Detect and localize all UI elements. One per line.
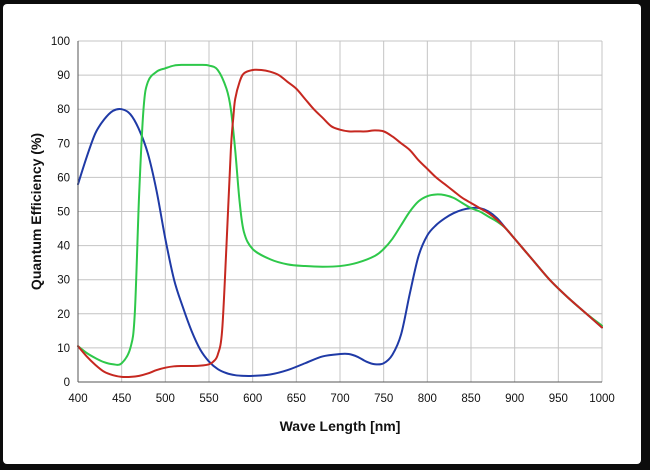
- y-tick-label: 90: [57, 70, 70, 82]
- x-tick-label: 800: [418, 393, 437, 405]
- y-tick-label: 20: [57, 309, 70, 321]
- series-group: [77, 63, 603, 379]
- x-axis-title: Wave Length [nm]: [280, 418, 401, 434]
- x-tick-label: 700: [330, 393, 349, 405]
- y-tick-label: 70: [57, 138, 70, 150]
- y-tick-label: 80: [57, 104, 70, 116]
- grid: [77, 40, 603, 383]
- y-tick-label: 10: [57, 343, 70, 355]
- x-tick-label: 850: [461, 393, 480, 405]
- x-tick-label: 650: [287, 393, 306, 405]
- series-line-red: [77, 68, 603, 379]
- y-tick-label: 50: [57, 207, 70, 219]
- qe-chart: 0 10 20 30 40 50 60 70 80 90 100 400 450 500 550 600 650…: [28, 36, 615, 434]
- x-tick-label: 500: [156, 393, 175, 405]
- y-tick-label: 100: [51, 36, 70, 48]
- series-line-green: [77, 63, 603, 366]
- x-tick-label: 900: [505, 393, 524, 405]
- y-tick-label: 0: [64, 377, 70, 389]
- tick-labels: 0 10 20 30 40 50 60 70 80 90 100 400 450 500 550 600 650…: [51, 36, 615, 405]
- y-axis-title: Quantum Efficiency (%): [28, 133, 44, 290]
- y-tick-label: 60: [57, 172, 70, 184]
- x-tick-label: 750: [374, 393, 393, 405]
- y-tick-label: 40: [57, 241, 70, 253]
- x-tick-label: 600: [243, 393, 262, 405]
- x-tick-label: 1000: [589, 393, 615, 405]
- axes: [77, 41, 602, 383]
- series-line-blue: [77, 107, 603, 377]
- chart-card: 0 10 20 30 40 50 60 70 80 90 100 400 450 500 550 600 650…: [3, 4, 641, 464]
- y-tick-label: 30: [57, 275, 70, 287]
- x-tick-label: 450: [112, 393, 131, 405]
- x-tick-label: 950: [549, 393, 568, 405]
- x-tick-label: 550: [199, 393, 218, 405]
- x-tick-label: 400: [68, 393, 87, 405]
